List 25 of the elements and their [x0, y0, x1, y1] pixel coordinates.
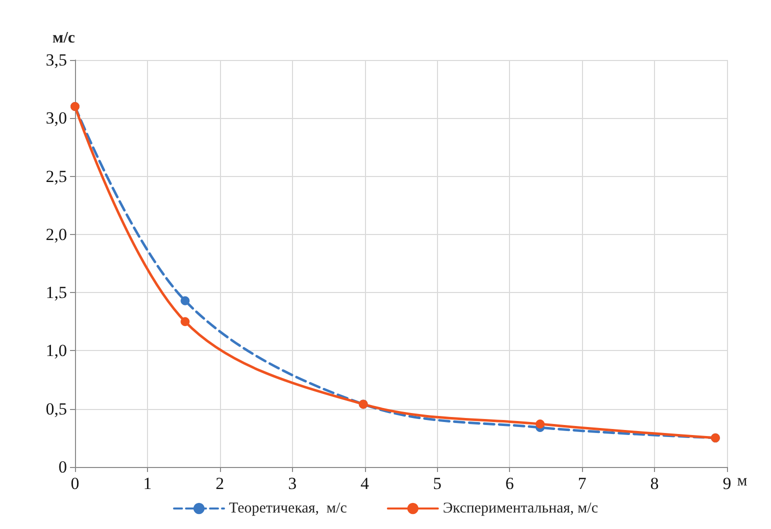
y-tick-label: 0: [58, 458, 67, 476]
x-axis-title: м: [737, 472, 748, 490]
x-tick-label: 8: [650, 474, 659, 493]
x-tick-label: 9: [722, 474, 732, 493]
x-tick-label: 4: [360, 474, 370, 493]
y-tick-label: 2,0: [46, 224, 67, 244]
y-tick-label: 3,0: [46, 108, 67, 128]
y-axis-title: м/с: [52, 30, 75, 46]
x-tick-label: 0: [70, 474, 80, 493]
y-tick-label: 1,0: [46, 341, 67, 360]
x-tick-label: 7: [578, 474, 587, 493]
point: [536, 419, 545, 428]
x-tick-label: 5: [432, 474, 442, 493]
x-tick-label: 6: [505, 474, 514, 493]
x-tick-label: 3: [288, 474, 297, 493]
point: [180, 317, 190, 326]
y-tick-label: 1,5: [46, 283, 67, 302]
legend-label: Теоретичекая, м/с: [229, 500, 348, 516]
y-tick-label: 0,5: [46, 399, 67, 418]
x-tick-label: 2: [216, 474, 224, 493]
y-tick-label: 2,5: [46, 166, 67, 186]
y-tick-label: 3,5: [46, 50, 67, 70]
point: [180, 296, 190, 306]
legend-label: Экспериментальная, м/с: [442, 500, 598, 516]
x-tick-label: 1: [143, 474, 152, 493]
